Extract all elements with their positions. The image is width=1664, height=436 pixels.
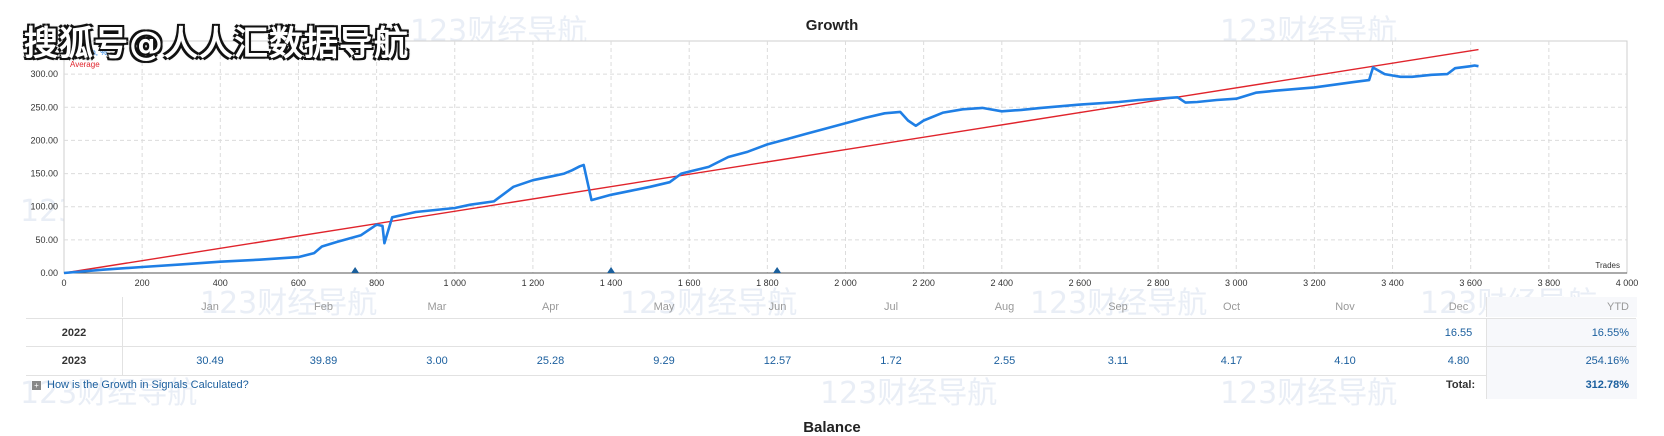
total-value: 312.78% [1585,379,1629,391]
ytd-column: 16.55% [1486,319,1637,347]
month-header: Sep [1108,301,1128,313]
month-header: Oct [1222,301,1241,313]
x-tick-label: 2 600 [1069,278,1092,288]
x-tick-label: 2 200 [912,278,935,288]
month-header: Aug [994,301,1015,313]
legend-growth: Growth, % [70,48,107,57]
trade-markers [351,267,782,273]
x-tick-label: 3 600 [1459,278,1482,288]
month-header: Nov [1335,301,1355,313]
x-tick-label: 800 [369,278,384,288]
expand-icon[interactable]: + [32,380,41,390]
y-tick-label: 150.00 [30,169,58,179]
x-axis: 0 200 400 600 800 1 000 1 200 1 400 1 600 1 800 2 … [61,272,1639,288]
x-tick-label: 400 [213,278,228,288]
x-axis-label: Trades [1595,261,1620,270]
x-tick-label: 2 000 [834,278,857,288]
trade-marker [351,267,360,273]
trade-marker [607,267,616,273]
x-tick-label: 1 800 [756,278,779,288]
legend-average: Average [70,60,100,69]
y-axis: 0.00 50.00 100.00 150.00 200.00 250.00 300.00 [30,69,58,278]
x-tick-label: 3 400 [1381,278,1404,288]
x-tick-label: 1 400 [600,278,623,288]
grid [64,41,1627,273]
average-series-line [63,48,1479,274]
x-tick-label: 200 [135,278,150,288]
source-watermark: 搜狐号@人人汇数据导航 [24,24,409,64]
month-header: Dec [1448,301,1469,313]
month-value: 12.57 [763,355,792,367]
table-header: YTD Jan Feb Mar Apr May Jun Jul Aug Sep Oct Nov Dec [26,297,1637,317]
total-box: 312.78% [1486,373,1637,399]
month-value: 1.72 [880,355,902,367]
month-header: Feb [314,301,333,313]
month-header: Jun [768,301,787,313]
month-header: Apr [541,301,560,313]
y-tick-label: 100.00 [30,202,58,212]
x-tick-label: 3 200 [1303,278,1326,288]
ytd-value: 16.55% [1591,327,1629,339]
x-tick-label: 4 000 [1616,278,1639,288]
help-link-text[interactable]: How is the Growth in Signals Calculated? [47,379,249,391]
x-tick-label: 0 [61,278,66,288]
month-header: May [653,301,675,313]
month-value: 30.49 [196,355,224,367]
growth-help-link[interactable]: + How is the Growth in Signals Calculated… [32,379,249,391]
y-tick-label: 300.00 [30,69,58,79]
x-tick-label: 1 000 [443,278,466,288]
x-tick-label: 3 000 [1225,278,1248,288]
series-group [63,48,1479,275]
month-header: Jan [201,301,219,313]
x-tick-label: 3 800 [1538,278,1561,288]
divider [122,297,123,317]
total-label: Total: [1446,379,1476,391]
ytd-column: YTD [1486,297,1637,317]
month-value: 3.11 [1107,355,1129,367]
trade-marker [773,267,782,273]
x-tick-label: 2 400 [991,278,1014,288]
month-header: Mar [427,301,447,313]
month-header: Jul [883,301,899,313]
ytd-header: YTD [1607,301,1629,313]
growth-chart: 0.0050.00100.00150.00200.00250.00300.00 … [30,40,1639,288]
x-tick-label: 600 [291,278,306,288]
table-row: 2023 254.16% 30.49 39.89 3.00 25.28 9.29 12.5… [26,346,1637,376]
y-tick-label: 200.00 [30,135,58,145]
y-tick-label: 0.00 [40,268,58,278]
chart-title: Growth [805,17,859,34]
month-value: 3.00 [426,355,448,367]
year-label: 2023 [61,355,87,367]
month-value: 2.55 [993,355,1016,367]
year-label: 2022 [61,327,87,339]
month-value: 16.55 [1444,327,1473,339]
month-value: 9.29 [653,355,675,367]
growth-series-line [63,64,1479,275]
month-value: 25.28 [536,355,565,367]
y-tick-label: 250.00 [30,102,58,112]
y-tick-label: 50.00 [35,235,58,245]
table-footer: + How is the Growth in Signals Calculated… [26,373,1637,399]
ytd-column: 254.16% [1486,347,1637,375]
x-tick-label: 1 600 [678,278,701,288]
month-value: 4.80 [1447,355,1470,367]
month-value: 39.89 [309,355,338,367]
divider [122,319,123,347]
x-tick-label: 2 800 [1147,278,1170,288]
month-value: 4.10 [1334,355,1356,367]
month-value: 4.17 [1220,355,1243,367]
divider [122,347,123,375]
table-row: 2022 16.55% 16.55 [26,318,1637,347]
x-tick-label: 1 200 [522,278,545,288]
ytd-value: 254.16% [1585,355,1629,367]
